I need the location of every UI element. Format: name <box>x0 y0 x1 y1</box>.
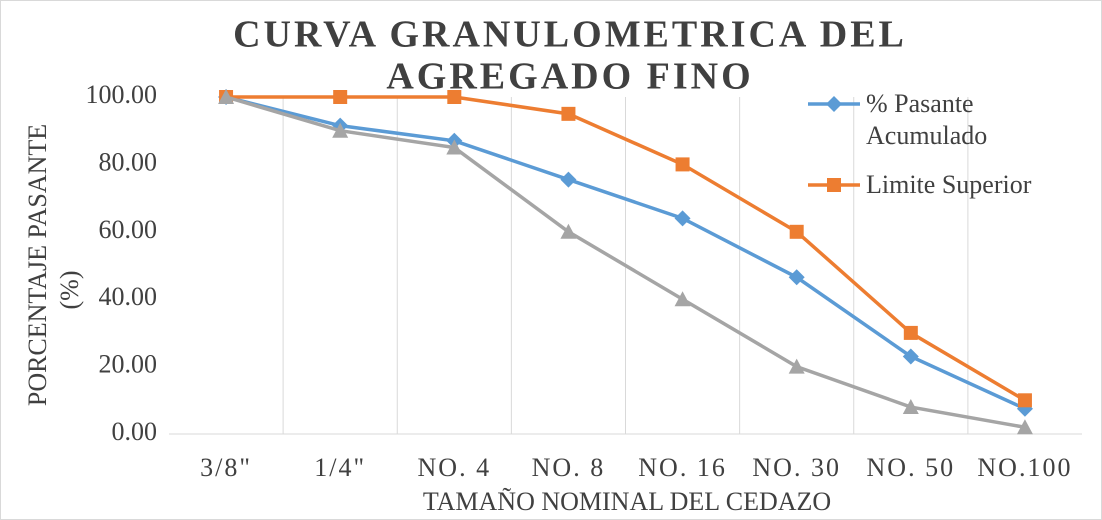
y-axis-label: PORCENTAJE PASANTE <box>23 124 52 406</box>
marker <box>675 157 690 172</box>
y-tick-label: 60.00 <box>99 215 158 244</box>
marker <box>827 178 841 192</box>
marker <box>218 89 235 104</box>
marker <box>1017 393 1032 408</box>
marker <box>332 122 349 138</box>
y-tick-label: 40.00 <box>99 282 158 311</box>
x-tick-label: NO.100 <box>977 453 1072 482</box>
x-tick-label: NO. 30 <box>752 453 841 482</box>
marker <box>788 269 805 286</box>
marker <box>674 210 691 227</box>
marker <box>902 399 919 415</box>
marker <box>1016 419 1033 435</box>
marker <box>674 291 691 307</box>
x-tick-label: NO. 8 <box>532 453 606 482</box>
y-tick-label: 100.00 <box>86 80 158 109</box>
x-tick-label: 1/4" <box>314 453 366 482</box>
marker <box>560 171 577 188</box>
marker <box>560 223 577 239</box>
series-line <box>225 95 1026 429</box>
x-tick-label: NO. 4 <box>418 453 492 482</box>
marker <box>826 96 842 112</box>
y-tick-label: 80.00 <box>99 147 158 176</box>
legend-label: Limite Superior <box>866 170 1032 199</box>
chart-title: CURVA GRANULOMETRICA DEL <box>233 14 907 56</box>
x-tick-label: 3/8" <box>200 453 252 482</box>
series-line <box>225 95 1026 411</box>
series-line <box>226 95 1026 402</box>
marker <box>333 90 348 104</box>
y-axis-label: (%) <box>55 271 84 310</box>
x-tick-label: NO. 50 <box>867 453 956 482</box>
marker <box>447 90 462 104</box>
marker <box>903 325 918 340</box>
marker <box>446 139 463 155</box>
y-tick-label: 0.00 <box>112 417 158 446</box>
legend-label: % Pasante Acumulado <box>866 89 988 150</box>
x-tick-label: NO. 16 <box>638 453 727 482</box>
marker <box>788 358 805 374</box>
marker <box>902 348 919 365</box>
y-tick-label: 20.00 <box>99 350 158 379</box>
marker <box>789 224 804 239</box>
x-axis-label: TAMAÑO NOMINAL DEL CEDAZO <box>423 487 831 516</box>
marker <box>561 106 576 121</box>
chart-title: AGREGADO FINO <box>386 56 753 98</box>
